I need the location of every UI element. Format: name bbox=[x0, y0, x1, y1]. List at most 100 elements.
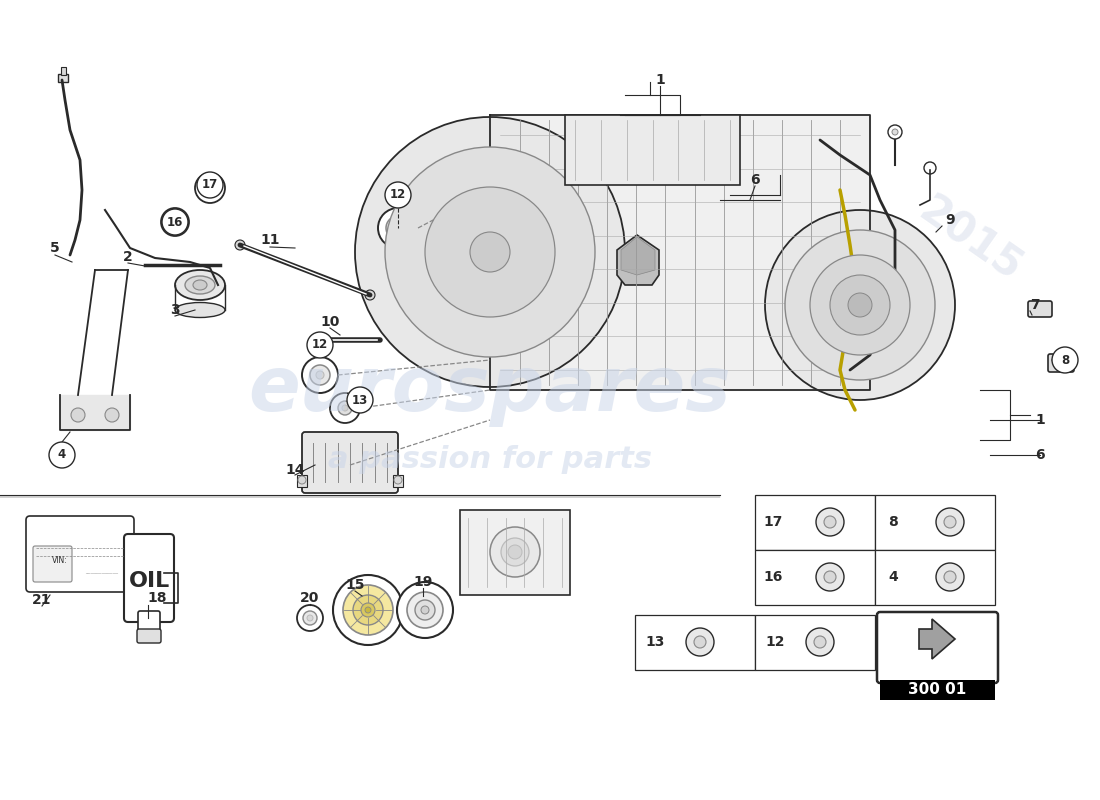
Bar bbox=[880, 680, 996, 700]
Bar bbox=[393, 475, 403, 487]
Polygon shape bbox=[918, 619, 955, 659]
Text: a passion for parts: a passion for parts bbox=[328, 446, 652, 474]
Polygon shape bbox=[617, 235, 659, 285]
Text: 6: 6 bbox=[750, 173, 760, 187]
Text: 13: 13 bbox=[646, 635, 664, 649]
Circle shape bbox=[302, 611, 317, 625]
Circle shape bbox=[490, 527, 540, 577]
Circle shape bbox=[385, 182, 411, 208]
Ellipse shape bbox=[175, 302, 226, 318]
Circle shape bbox=[161, 208, 189, 236]
Text: 16: 16 bbox=[167, 215, 184, 229]
Circle shape bbox=[353, 595, 383, 625]
Circle shape bbox=[415, 600, 434, 620]
Text: 11: 11 bbox=[261, 233, 279, 247]
Circle shape bbox=[316, 371, 324, 379]
FancyBboxPatch shape bbox=[302, 432, 398, 493]
Text: 3: 3 bbox=[170, 303, 179, 317]
Circle shape bbox=[892, 129, 898, 135]
Circle shape bbox=[172, 219, 178, 225]
Circle shape bbox=[824, 571, 836, 583]
Circle shape bbox=[500, 538, 529, 566]
FancyBboxPatch shape bbox=[138, 629, 161, 643]
Text: 5: 5 bbox=[51, 241, 59, 255]
Ellipse shape bbox=[192, 280, 207, 290]
Circle shape bbox=[824, 516, 836, 528]
Bar bbox=[874, 495, 996, 550]
Circle shape bbox=[785, 230, 935, 380]
Circle shape bbox=[830, 275, 890, 335]
Polygon shape bbox=[621, 237, 654, 275]
Circle shape bbox=[421, 606, 429, 614]
Text: 13: 13 bbox=[352, 394, 368, 406]
Circle shape bbox=[386, 216, 410, 240]
Circle shape bbox=[397, 582, 453, 638]
Text: 6: 6 bbox=[1035, 448, 1045, 462]
FancyBboxPatch shape bbox=[565, 115, 740, 185]
Circle shape bbox=[298, 476, 306, 484]
Circle shape bbox=[365, 607, 371, 613]
FancyBboxPatch shape bbox=[26, 516, 134, 592]
Bar bbox=[755, 495, 874, 550]
Text: 17: 17 bbox=[202, 178, 218, 191]
Circle shape bbox=[50, 442, 75, 468]
Text: 20: 20 bbox=[300, 591, 320, 605]
Text: 4: 4 bbox=[888, 570, 898, 584]
Text: 12: 12 bbox=[312, 338, 328, 351]
Text: 18: 18 bbox=[147, 591, 167, 605]
FancyBboxPatch shape bbox=[138, 611, 160, 635]
Circle shape bbox=[346, 387, 373, 413]
Circle shape bbox=[764, 210, 955, 400]
FancyBboxPatch shape bbox=[124, 534, 174, 622]
FancyBboxPatch shape bbox=[33, 546, 72, 582]
Circle shape bbox=[104, 408, 119, 422]
Circle shape bbox=[355, 117, 625, 387]
Polygon shape bbox=[60, 395, 130, 430]
Text: 1: 1 bbox=[1035, 413, 1045, 427]
Text: 1: 1 bbox=[656, 73, 664, 87]
FancyBboxPatch shape bbox=[460, 510, 570, 595]
Text: 300 01: 300 01 bbox=[908, 682, 966, 698]
Text: 2: 2 bbox=[123, 250, 133, 264]
Polygon shape bbox=[490, 115, 870, 390]
Text: 12: 12 bbox=[766, 635, 784, 649]
Circle shape bbox=[361, 603, 375, 617]
Circle shape bbox=[302, 357, 338, 393]
Circle shape bbox=[338, 401, 352, 415]
Circle shape bbox=[307, 332, 333, 358]
Circle shape bbox=[944, 571, 956, 583]
Ellipse shape bbox=[175, 270, 226, 300]
Bar bbox=[755, 615, 874, 670]
Text: 9: 9 bbox=[945, 213, 955, 227]
FancyBboxPatch shape bbox=[1048, 354, 1074, 372]
Text: 19: 19 bbox=[414, 575, 432, 589]
Circle shape bbox=[197, 172, 223, 198]
Circle shape bbox=[470, 232, 510, 272]
Circle shape bbox=[202, 180, 218, 196]
Circle shape bbox=[425, 187, 556, 317]
Circle shape bbox=[235, 240, 245, 250]
Circle shape bbox=[694, 636, 706, 648]
Circle shape bbox=[307, 615, 314, 621]
Text: 15: 15 bbox=[345, 578, 365, 592]
Circle shape bbox=[378, 208, 418, 248]
Text: 2015: 2015 bbox=[911, 190, 1030, 290]
Circle shape bbox=[686, 628, 714, 656]
Circle shape bbox=[342, 405, 348, 411]
Circle shape bbox=[816, 563, 844, 591]
Circle shape bbox=[310, 365, 330, 385]
Circle shape bbox=[936, 563, 964, 591]
Circle shape bbox=[810, 255, 910, 355]
Circle shape bbox=[168, 215, 182, 229]
FancyBboxPatch shape bbox=[877, 612, 998, 683]
Circle shape bbox=[195, 173, 226, 203]
Bar bbox=[297, 475, 307, 487]
Circle shape bbox=[162, 209, 188, 235]
Circle shape bbox=[936, 508, 964, 536]
Circle shape bbox=[407, 592, 443, 628]
Circle shape bbox=[508, 545, 522, 559]
Text: eurospares: eurospares bbox=[249, 353, 732, 427]
Text: 17: 17 bbox=[763, 515, 783, 529]
Text: 21: 21 bbox=[32, 593, 52, 607]
Text: 16: 16 bbox=[763, 570, 783, 584]
